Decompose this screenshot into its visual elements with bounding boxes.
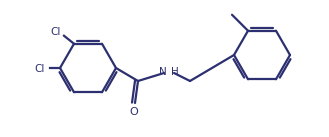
Text: H: H xyxy=(171,67,179,77)
Text: Cl: Cl xyxy=(51,27,61,37)
Text: Cl: Cl xyxy=(35,64,45,74)
Text: O: O xyxy=(130,107,139,117)
Text: N: N xyxy=(159,67,167,77)
